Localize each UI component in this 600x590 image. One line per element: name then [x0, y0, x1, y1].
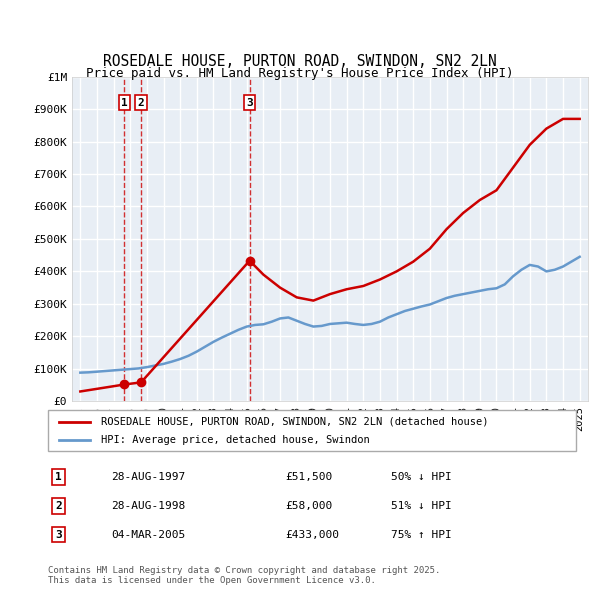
Text: ROSEDALE HOUSE, PURTON ROAD, SWINDON, SN2 2LN: ROSEDALE HOUSE, PURTON ROAD, SWINDON, SN…	[103, 54, 497, 70]
Text: 50% ↓ HPI: 50% ↓ HPI	[391, 472, 452, 482]
Text: £433,000: £433,000	[286, 530, 340, 540]
Text: 51% ↓ HPI: 51% ↓ HPI	[391, 501, 452, 511]
Text: Price paid vs. HM Land Registry's House Price Index (HPI): Price paid vs. HM Land Registry's House …	[86, 67, 514, 80]
Text: HPI: Average price, detached house, Swindon: HPI: Average price, detached house, Swin…	[101, 435, 370, 445]
Text: 75% ↑ HPI: 75% ↑ HPI	[391, 530, 452, 540]
Text: 04-MAR-2005: 04-MAR-2005	[112, 530, 185, 540]
Text: 1: 1	[55, 472, 62, 482]
Text: £58,000: £58,000	[286, 501, 333, 511]
Text: 2: 2	[138, 98, 145, 107]
Text: 3: 3	[55, 530, 62, 540]
Text: Contains HM Land Registry data © Crown copyright and database right 2025.
This d: Contains HM Land Registry data © Crown c…	[48, 566, 440, 585]
Text: 28-AUG-1998: 28-AUG-1998	[112, 501, 185, 511]
Text: £51,500: £51,500	[286, 472, 333, 482]
Text: 2: 2	[55, 501, 62, 511]
Text: 1: 1	[121, 98, 128, 107]
Text: 3: 3	[246, 98, 253, 107]
FancyBboxPatch shape	[48, 410, 576, 451]
Text: 28-AUG-1997: 28-AUG-1997	[112, 472, 185, 482]
Text: ROSEDALE HOUSE, PURTON ROAD, SWINDON, SN2 2LN (detached house): ROSEDALE HOUSE, PURTON ROAD, SWINDON, SN…	[101, 417, 488, 427]
